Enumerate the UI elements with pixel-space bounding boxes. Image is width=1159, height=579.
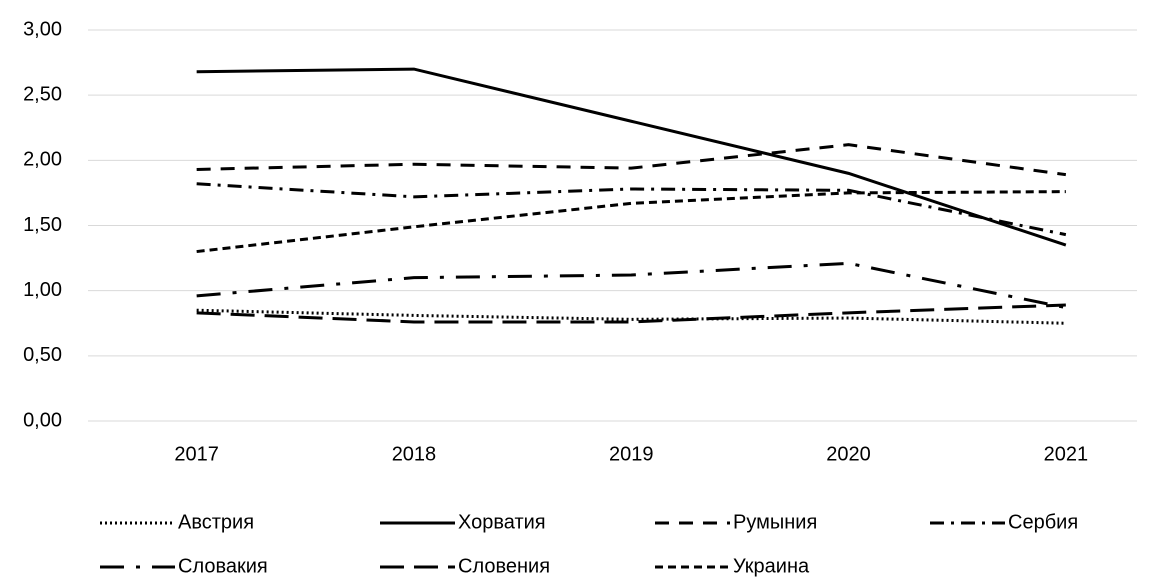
series-line — [196, 143, 1067, 177]
y-tick-label: 2,00 — [23, 149, 62, 171]
legend-label: Сербия — [1008, 511, 1078, 533]
y-tick-label: 2,50 — [23, 83, 62, 105]
x-tick-label: 2017 — [174, 443, 219, 465]
series-line — [196, 303, 1066, 324]
legend-label: Румыния — [733, 511, 817, 533]
series-line — [196, 190, 1066, 254]
series-line — [196, 308, 1066, 325]
x-tick-label: 2021 — [1044, 443, 1089, 465]
y-tick-label: 3,00 — [23, 18, 62, 40]
legend-label: Австрия — [178, 511, 254, 533]
legend-label: Хорватия — [458, 511, 546, 533]
series-line — [196, 261, 1067, 310]
legend-label: Украина — [733, 555, 810, 577]
y-tick-label: 0,50 — [23, 344, 62, 366]
legend-label: Словакия — [178, 555, 268, 577]
y-tick-label: 1,00 — [23, 279, 62, 301]
legend-label: Словения — [458, 555, 550, 577]
x-tick-label: 2019 — [609, 443, 654, 465]
series-line — [196, 67, 1067, 247]
y-tick-label: 0,00 — [23, 409, 62, 431]
series-line — [196, 182, 1067, 237]
x-tick-label: 2018 — [392, 443, 437, 465]
x-tick-label: 2020 — [826, 443, 871, 465]
y-tick-label: 1,50 — [23, 214, 62, 236]
